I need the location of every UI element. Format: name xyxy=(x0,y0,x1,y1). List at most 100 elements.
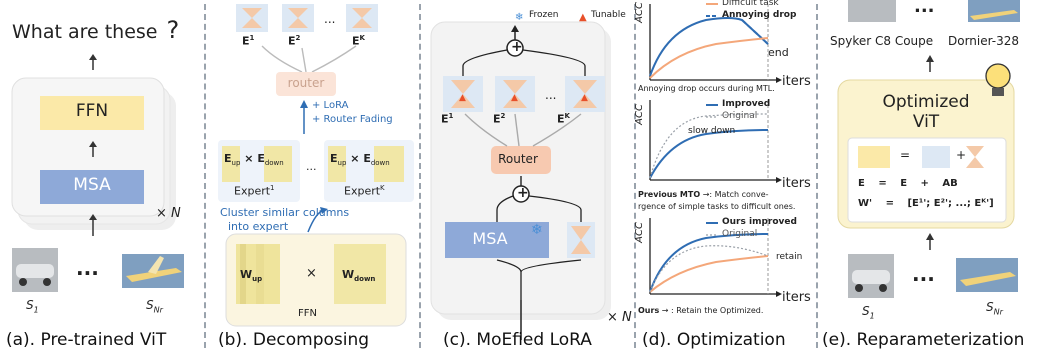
row1-plus: + xyxy=(920,178,929,189)
row1-e: E xyxy=(900,178,908,189)
w-up-letter: W xyxy=(240,268,253,281)
legend-original-2: Original xyxy=(722,111,758,121)
s1-label-e: S1 xyxy=(862,304,875,320)
experts-mid-dots: ... xyxy=(306,160,317,173)
router-label: router xyxy=(287,76,325,90)
s1-subscript: 1 xyxy=(33,305,39,315)
expertk-sup: K xyxy=(380,184,385,192)
row1-a: A xyxy=(942,178,951,189)
times-symbol-1: × xyxy=(244,152,254,165)
frozen-legend: Frozen xyxy=(529,10,559,20)
expertk-label: ExpertK xyxy=(344,184,385,198)
router-block xyxy=(491,146,551,174)
optimized-title-line2: ViT xyxy=(912,112,940,132)
panel-a-graphics xyxy=(11,54,184,292)
note-plot-3: Ours → : Retain the Optimized. xyxy=(638,306,763,315)
slow-down-label: slow down xyxy=(688,126,736,136)
panel-decomposing: E1 E2 ... EK router + LoRA + Router Fadi… xyxy=(206,0,419,352)
caption-c: (c). MoEfied LoRA xyxy=(443,330,592,350)
w-down-label: Wdown xyxy=(342,268,375,283)
ffn-block xyxy=(40,96,144,130)
w-down-letter: W xyxy=(342,268,355,281)
ek-letter: E xyxy=(352,34,360,48)
images-dots: ... xyxy=(76,256,99,280)
expert-label-2: E2 xyxy=(288,34,300,48)
ek-up-sub: up xyxy=(337,159,347,168)
svg-text:▲: ▲ xyxy=(511,93,518,103)
times-symbol-2: × xyxy=(350,152,360,165)
note-plot-2-bold: Previous MTO xyxy=(638,190,701,199)
snr-sub-e: Nr xyxy=(993,307,1003,317)
e-up-sub: up xyxy=(231,159,241,168)
ek-sup: K xyxy=(359,34,365,42)
caption-e: (e). Reparameterization xyxy=(822,330,1025,350)
question-mark-icon: ? xyxy=(166,16,180,44)
separator-1 xyxy=(204,4,206,348)
expert1-sup: 1 xyxy=(270,184,275,192)
iters-label-2: iters xyxy=(782,176,811,191)
legend-difficult-task: Difficult task xyxy=(722,0,779,8)
row1-e-prime: E xyxy=(858,178,865,189)
row2-rhs: [E¹'; E²'; ...; Eᴷ'] xyxy=(907,198,994,209)
ffn-box-label: FFN xyxy=(298,308,317,319)
e2-letter-c: E xyxy=(493,112,501,126)
msa-block xyxy=(40,170,144,204)
retain-label: retain xyxy=(776,252,803,262)
note-plot-2-rest: →: Match conve- xyxy=(702,190,769,199)
legend-ours-improved: Ours improved xyxy=(722,217,797,227)
add-node-middle xyxy=(512,185,530,203)
snr-label-e: SNr xyxy=(986,300,1003,316)
ek-down-letter: E xyxy=(363,152,371,165)
lora-label: + LoRA xyxy=(312,100,349,111)
top-dots: ... xyxy=(914,0,935,17)
plus-label-top: + xyxy=(511,39,523,55)
e2-sup-c: 2 xyxy=(500,112,506,120)
eq-sign-1: = xyxy=(900,148,911,162)
msa-label-c: MSA xyxy=(472,229,508,248)
acc-label-2: ACC xyxy=(634,104,645,125)
question-text: What are these ? xyxy=(12,16,179,44)
panel-optimization: ACC Difficult task Annoying drop end Ann… xyxy=(634,0,816,352)
legend-improved: Improved xyxy=(722,99,771,109)
expert-icon-1 xyxy=(236,4,268,32)
car-name-label: Spyker C8 Coupe xyxy=(830,34,934,48)
experts-dots: ... xyxy=(324,12,336,26)
snr-label: SNr xyxy=(146,298,163,314)
snr-letter: S xyxy=(146,298,154,312)
equation-row-1: E = E + AB xyxy=(858,178,958,189)
expert-label-1: E1 xyxy=(242,34,254,48)
separator-3 xyxy=(634,4,636,348)
w-up-label: Wup xyxy=(240,268,262,283)
ek-up-letter: E xyxy=(330,152,338,165)
plus-sign-1: + xyxy=(956,148,967,162)
expertk-text: Expert xyxy=(344,184,381,198)
e1-label-c: E1 xyxy=(441,112,453,126)
note-plot-1: Annoying drop occurs during MTL. xyxy=(638,84,775,93)
e2-label-c: E2 xyxy=(493,112,505,126)
moe-expert-k: ▲ xyxy=(565,76,605,112)
optimized-title-line1: Optimized xyxy=(882,92,970,112)
note-plot-3-bold: Ours xyxy=(638,306,660,315)
plus-label-middle: + xyxy=(517,185,529,201)
snr-subscript: Nr xyxy=(153,305,163,315)
panel-reparameterization: ... Spyker C8 Coupe Dornier-328 Optimize… xyxy=(818,0,1039,352)
ek-down-sub: down xyxy=(370,159,390,168)
block-ffn-label: FFN xyxy=(75,101,109,121)
router-label-c: Router xyxy=(498,152,538,166)
iters-label-3: iters xyxy=(782,290,811,305)
acc-label-1: ACC xyxy=(634,2,645,23)
panel-moefied-lora: ❄ ▲ ▲ ▲ ▲ ❄ xyxy=(421,0,634,352)
note-plot-2: Previous MTO →: Match conve- xyxy=(638,190,769,199)
caption-b: (b). Decomposing xyxy=(218,330,370,350)
moe-expert-1: ▲ xyxy=(443,76,483,112)
ek-letter-c: E xyxy=(557,112,565,126)
bottom-dots: ... xyxy=(912,262,935,286)
cluster-text-line1: Cluster similar columns xyxy=(220,206,350,219)
router-fading-label: + Router Fading xyxy=(312,114,393,125)
svg-text:❄: ❄ xyxy=(531,222,543,238)
s1-label: S1 xyxy=(26,298,39,314)
expertk-formula: Eup × Edown xyxy=(330,152,390,167)
separator-4 xyxy=(816,4,818,348)
panel-b-graphics xyxy=(218,4,414,327)
equation-row-2: W' = [E¹'; E²'; ...; Eᴷ'] xyxy=(858,198,994,209)
